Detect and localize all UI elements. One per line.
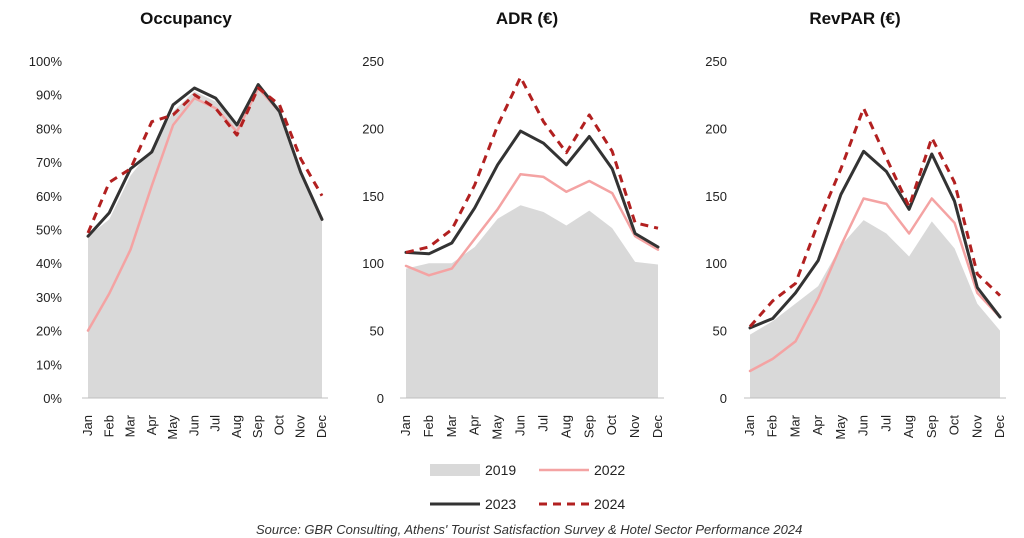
chart-title: RevPAR (€) bbox=[809, 9, 900, 28]
x-tick-label: Jan bbox=[398, 415, 413, 436]
x-tick-label: Sep bbox=[924, 415, 939, 438]
y-tick-label: 40% bbox=[36, 256, 62, 271]
x-tick-label: Sep bbox=[250, 415, 265, 438]
legend-label-2019: 2019 bbox=[485, 462, 516, 478]
x-tick-label: Apr bbox=[810, 414, 825, 435]
y-tick-label: 150 bbox=[705, 189, 727, 204]
series-line-2022 bbox=[748, 197, 1002, 373]
x-tick-label: Aug bbox=[229, 415, 244, 438]
x-tick-label: Jun bbox=[186, 415, 201, 436]
x-tick-label: May bbox=[833, 415, 848, 440]
x-tick-label: Jun bbox=[513, 415, 528, 436]
y-tick-label: 100 bbox=[705, 256, 727, 271]
y-tick-label: 30% bbox=[36, 290, 62, 305]
legend-label-2023: 2023 bbox=[485, 496, 516, 512]
x-tick-label: Jan bbox=[742, 415, 757, 436]
source-note: Source: GBR Consulting, Athens' Tourist … bbox=[256, 522, 803, 537]
y-tick-label: 0% bbox=[43, 391, 62, 406]
chart-panel-occupancy: Occupancy 0% 10% 20% 30% 40% 50% 60% 70% 80% 90% 10… bbox=[29, 9, 329, 440]
x-tick-label: Nov bbox=[293, 415, 308, 439]
series-area-2019 bbox=[88, 84, 322, 398]
x-tick-label: Mar bbox=[787, 414, 802, 437]
x-tick-label: Feb bbox=[421, 415, 436, 437]
x-tick-label: Dec bbox=[992, 415, 1007, 439]
x-tick-label: Aug bbox=[558, 415, 573, 438]
legend-label-2022: 2022 bbox=[594, 462, 625, 478]
x-tick-label: May bbox=[490, 415, 505, 440]
y-tick-label: 10% bbox=[36, 357, 62, 372]
y-tick-label: 60% bbox=[36, 189, 62, 204]
x-tick-label: Nov bbox=[627, 415, 642, 439]
series-line-2022 bbox=[404, 172, 660, 277]
x-tick-label: Oct bbox=[947, 415, 962, 436]
x-tick-label: Jul bbox=[878, 415, 893, 432]
chart-title: ADR (€) bbox=[496, 9, 558, 28]
legend: 2019 2022 2023 2024 bbox=[430, 462, 625, 512]
chart-panel-adr: ADR (€) 0 50 100 150 200 250 Jan Feb Mar Apr May Jun… bbox=[362, 9, 665, 440]
y-tick-label: 70% bbox=[36, 155, 62, 170]
chart-title: Occupancy bbox=[140, 9, 232, 28]
y-tick-label: 20% bbox=[36, 324, 62, 339]
x-tick-label: Nov bbox=[969, 415, 984, 439]
y-tick-label: 200 bbox=[362, 121, 384, 136]
x-tick-label: Aug bbox=[901, 415, 916, 438]
y-tick-label: 250 bbox=[362, 54, 384, 69]
x-tick-label: Jul bbox=[208, 415, 223, 432]
x-tick-label: Oct bbox=[604, 415, 619, 436]
y-tick-label: 250 bbox=[705, 54, 727, 69]
series-line-2023 bbox=[748, 149, 1002, 330]
legend-swatch-2019 bbox=[430, 464, 480, 476]
y-tick-label: 0 bbox=[377, 391, 384, 406]
series-line-2024 bbox=[748, 106, 1002, 328]
y-tick-label: 150 bbox=[362, 189, 384, 204]
legend-label-2024: 2024 bbox=[594, 496, 625, 512]
series-line-2024 bbox=[405, 75, 659, 254]
x-tick-label: Mar bbox=[444, 414, 459, 437]
series-area-2019 bbox=[406, 205, 658, 398]
series-line-2024 bbox=[86, 86, 324, 234]
x-tick-label: Jan bbox=[80, 415, 95, 436]
x-tick-label: Feb bbox=[101, 415, 116, 437]
x-tick-label: Apr bbox=[144, 414, 159, 435]
y-tick-label: 90% bbox=[36, 88, 62, 103]
x-tick-label: Apr bbox=[467, 414, 482, 435]
y-tick-label: 50 bbox=[713, 324, 727, 339]
x-tick-label: Mar bbox=[123, 414, 138, 437]
x-tick-label: Jul bbox=[535, 415, 550, 432]
x-tick-label: Jun bbox=[856, 415, 871, 436]
series-area-2019 bbox=[750, 220, 1000, 398]
y-tick-label: 50 bbox=[370, 324, 384, 339]
series-line-2023 bbox=[86, 83, 324, 238]
y-tick-label: 0 bbox=[720, 391, 727, 406]
chart-panel-revpar: RevPAR (€) 0 50 100 150 200 250 Jan Feb Mar Apr May… bbox=[705, 9, 1007, 440]
x-tick-label: Dec bbox=[314, 415, 329, 439]
y-tick-label: 80% bbox=[36, 121, 62, 136]
x-tick-label: Dec bbox=[650, 415, 665, 439]
series-line-2023 bbox=[404, 129, 660, 256]
x-tick-label: Sep bbox=[581, 415, 596, 438]
x-tick-label: Feb bbox=[765, 415, 780, 437]
y-tick-label: 200 bbox=[705, 121, 727, 136]
y-tick-label: 100 bbox=[362, 256, 384, 271]
x-tick-label: May bbox=[165, 415, 180, 440]
y-tick-label: 50% bbox=[36, 223, 62, 238]
y-tick-label: 100% bbox=[29, 54, 63, 69]
x-tick-label: Oct bbox=[271, 415, 286, 436]
